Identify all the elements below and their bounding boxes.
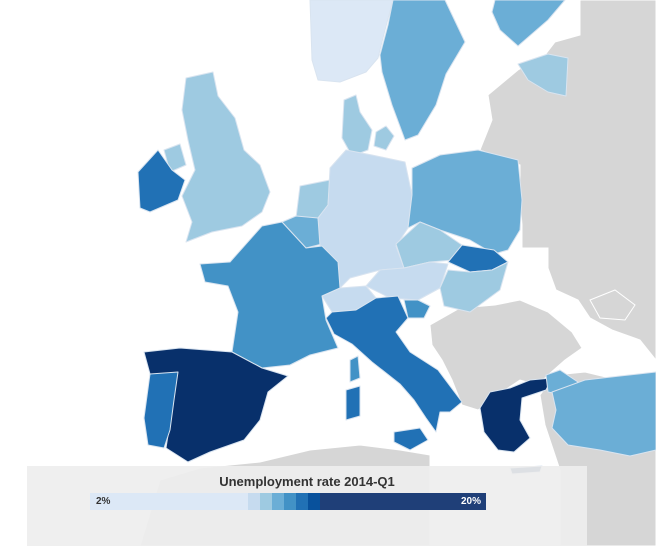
- legend-swatch: [248, 493, 261, 510]
- country-sicily[interactable]: [393, 427, 429, 451]
- country-greece[interactable]: [479, 377, 553, 453]
- legend-swatch: [272, 493, 285, 510]
- country-finland[interactable]: [491, 0, 566, 47]
- country-italy[interactable]: [325, 295, 463, 433]
- country-denmark-zealand[interactable]: [373, 125, 395, 151]
- country-portugal[interactable]: [143, 371, 179, 449]
- country-france[interactable]: [199, 221, 341, 369]
- country-sardinia[interactable]: [345, 385, 361, 421]
- legend-max-label: 20%: [461, 496, 482, 507]
- legend-swatch: [284, 493, 296, 510]
- legend-title: Unemployment rate 2014-Q1: [219, 474, 395, 489]
- crimea-nodata: [589, 289, 636, 321]
- legend-color-scale: [90, 493, 486, 510]
- legend-min-label: 2%: [96, 496, 111, 507]
- country-turkey[interactable]: [551, 371, 656, 457]
- country-corsica[interactable]: [349, 355, 361, 383]
- legend-swatch: [90, 493, 249, 510]
- eastern-europe-nodata: [479, 0, 656, 546]
- legend-swatch: [319, 493, 486, 510]
- country-estonia[interactable]: [517, 53, 569, 97]
- country-norway[interactable]: [309, 0, 394, 83]
- legend-panel: Unemployment rate 2014-Q1 2% 20%: [27, 466, 587, 546]
- country-hungary[interactable]: [439, 261, 509, 313]
- country-poland[interactable]: [407, 149, 523, 255]
- country-ireland[interactable]: [137, 149, 186, 213]
- legend-swatch: [260, 493, 273, 510]
- legend-swatch: [307, 493, 320, 510]
- country-sweden[interactable]: [379, 0, 466, 141]
- country-united-kingdom[interactable]: [181, 71, 271, 243]
- country-slovenia[interactable]: [403, 299, 431, 319]
- legend-swatch: [295, 493, 308, 510]
- country-denmark[interactable]: [341, 94, 373, 157]
